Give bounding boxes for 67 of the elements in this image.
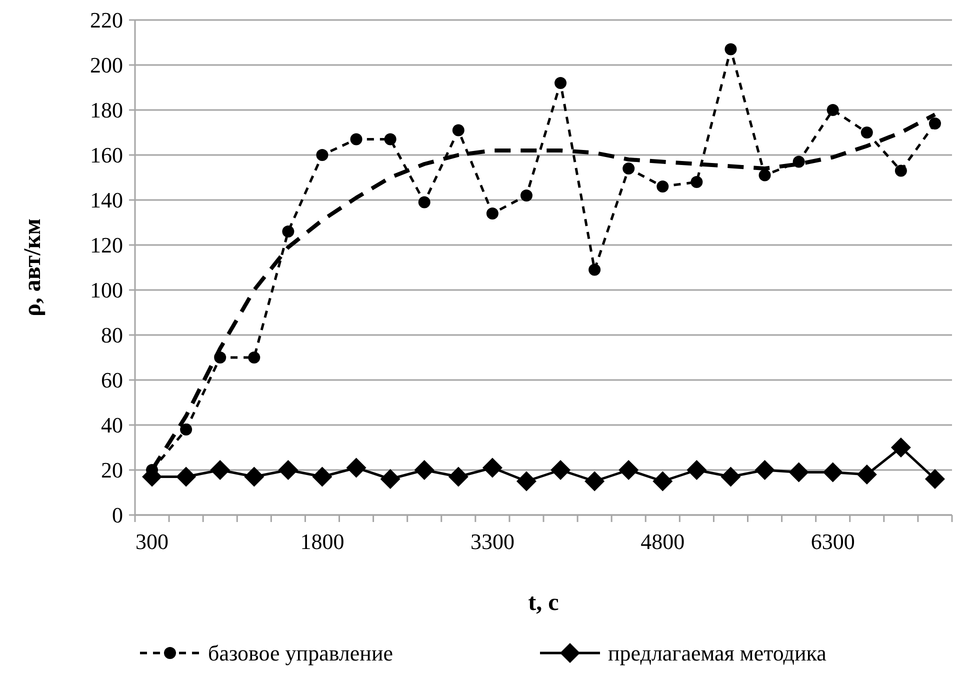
legend-label: предлагаемая методика [608,640,827,666]
y-tick-label: 100 [90,278,123,303]
point [520,190,532,202]
point [792,156,805,168]
point [754,460,775,480]
point [452,124,464,136]
point [384,133,396,146]
x-axis-title: t, с [528,590,560,616]
point [894,164,907,177]
y-tick-label: 60 [101,368,123,393]
point [282,226,294,238]
point [826,104,839,116]
point [380,469,400,489]
point [550,460,571,480]
point [448,466,468,487]
point [248,352,260,364]
point [244,466,264,487]
point [856,464,877,484]
point [176,466,196,487]
point [928,118,941,130]
point [350,133,362,146]
point [554,77,567,89]
y-tick-label: 160 [90,142,123,168]
point [584,471,605,492]
x-tick-label: 4800 [640,529,685,554]
point [516,471,536,492]
y-tick-label: 80 [101,322,123,348]
point [180,424,192,436]
point [486,208,498,220]
point [788,462,809,482]
point [652,471,673,492]
point [278,460,298,480]
point [346,458,366,478]
y-tick-label: 140 [90,188,123,213]
y-tick-label: 20 [101,458,123,483]
x-tick-label: 3300 [470,529,514,554]
x-tick-label: 300 [136,529,169,554]
y-tick-label: 0 [112,502,123,528]
point [720,466,741,487]
point [890,438,911,458]
point [214,352,226,364]
y-axis-title: ρ, авт/км [20,218,46,316]
y-tick-label: 180 [90,98,123,123]
point [210,460,230,480]
point [690,176,703,188]
y-tick-label: 220 [90,8,123,33]
y-tick-label: 120 [90,232,123,258]
legend-label: базовое управление [208,640,393,666]
point [414,460,434,480]
point [656,180,669,192]
point [622,162,635,174]
point [312,466,332,487]
point [482,458,502,478]
point [686,460,707,480]
point [316,149,328,161]
point [822,462,843,482]
y-tick-label: 200 [90,52,123,78]
point [758,169,771,182]
point [618,460,639,480]
point [860,126,873,138]
point [724,43,737,56]
x-tick-label: 1800 [300,529,344,554]
x-tick-label: 6300 [810,529,855,554]
point [418,196,430,208]
y-tick-label: 40 [101,412,123,438]
point [588,264,601,276]
point [924,469,945,489]
